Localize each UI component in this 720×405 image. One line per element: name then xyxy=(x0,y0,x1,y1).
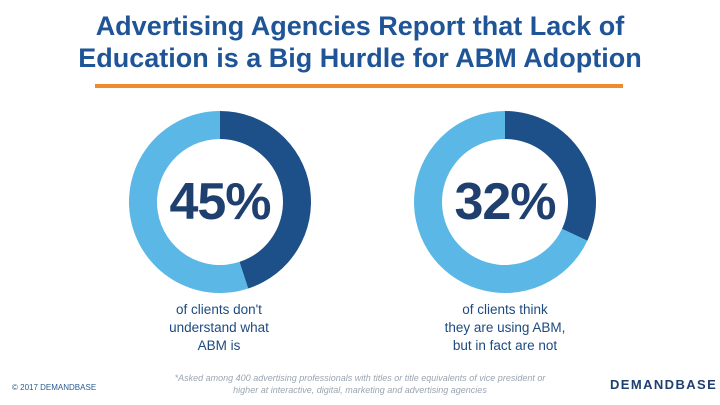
donut-segment-remainder xyxy=(129,111,249,293)
caption-line: of clients don't xyxy=(176,302,262,317)
donut-chart-left: 45% xyxy=(129,111,311,293)
donut-chart-right: 32% xyxy=(414,111,596,293)
footnote-line: *Asked among 400 advertising professiona… xyxy=(174,373,546,383)
caption-line: of clients think xyxy=(462,302,548,317)
donut-segment-highlight xyxy=(505,111,596,241)
footnote: *Asked among 400 advertising professiona… xyxy=(150,372,570,396)
title-line-1: Advertising Agencies Report that Lack of xyxy=(95,11,625,41)
donut-svg-left xyxy=(129,111,311,293)
demandbase-logo: DEMANDBASE xyxy=(610,377,718,392)
title-line-2: Education is a Big Hurdle for ABM Adopti… xyxy=(78,43,642,73)
donut-value-label: 45% xyxy=(169,173,271,231)
footnote-line: higher at interactive, digital, marketin… xyxy=(233,385,487,395)
page-title: Advertising Agencies Report that Lack of… xyxy=(0,10,720,74)
donut-segment-remainder xyxy=(414,111,588,293)
title-divider xyxy=(95,84,623,88)
donut-segment-highlight xyxy=(220,111,311,289)
donut-svg-right xyxy=(414,111,596,293)
donut-value-label: 32% xyxy=(454,173,556,231)
copyright: © 2017 DEMANDBASE xyxy=(12,383,97,392)
caption-line: ABM is xyxy=(197,338,241,353)
caption-line: but in fact are not xyxy=(452,338,558,353)
donut-caption-left: of clients don't understand what ABM is xyxy=(109,301,329,355)
donut-caption-right: of clients think they are using ABM, but… xyxy=(395,301,615,355)
caption-line: understand what xyxy=(169,320,269,335)
caption-line: they are using ABM, xyxy=(444,320,566,335)
